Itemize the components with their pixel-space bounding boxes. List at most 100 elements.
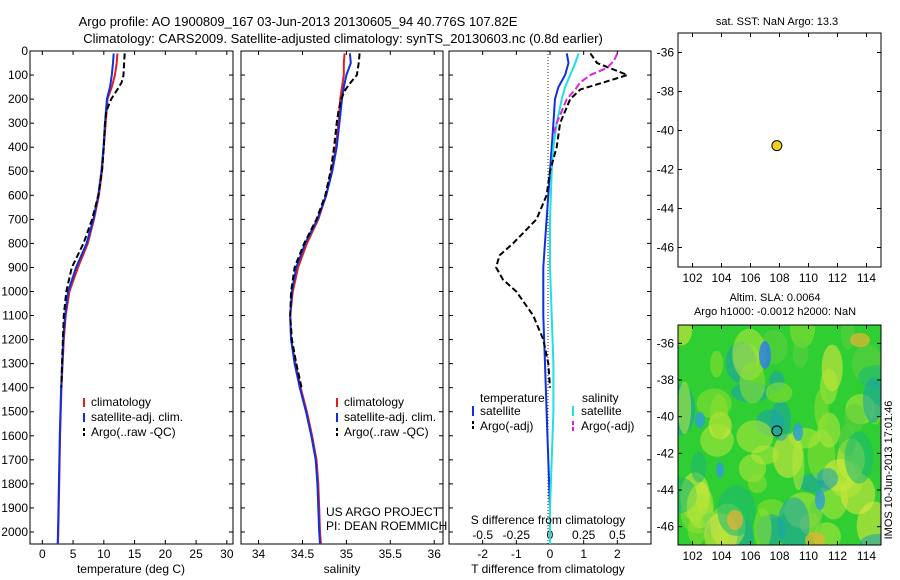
sla-heatmap-cell <box>695 412 705 428</box>
legend-label-satellite: satellite-adj. clim. <box>91 410 183 424</box>
y-tick-label: 1900 <box>1 501 28 515</box>
sla-heatmap-cell <box>814 388 829 430</box>
temperature-series <box>56 53 126 545</box>
x-tick-label: 110 <box>799 549 818 563</box>
y-tick-label: 1200 <box>1 333 28 347</box>
x-tick-label: 35 <box>340 547 354 561</box>
difference-axes-frame <box>448 50 652 545</box>
sla-heatmap-cell <box>709 393 729 440</box>
sst-map-points <box>771 140 783 152</box>
y-tick-label: 1400 <box>1 381 28 395</box>
x-tick-label: 102 <box>682 271 702 285</box>
sla-heatmap-cell <box>792 439 805 491</box>
x-tick-label: 114 <box>857 271 876 285</box>
salinity-x-label: salinity <box>324 562 361 576</box>
x-tick-label: 5 <box>70 547 77 561</box>
sla-heatmap-cell <box>815 490 825 510</box>
salinity-x-axis: 34 34.5 35 35.5 36 <box>241 50 443 561</box>
sla-map-title-line1: Altim. SLA: 0.0064 <box>729 292 820 304</box>
legend-label-argo: Argo(..raw -QC) <box>91 425 176 439</box>
sla-heatmap-cell <box>805 532 825 545</box>
y-tick-label: -46 <box>657 520 675 534</box>
x-tick-label: 36 <box>428 547 442 561</box>
y-tick-label: -38 <box>657 85 675 99</box>
legend-label-t-argo: Argo(-adj) <box>480 419 533 433</box>
difference-legend: temperature salinity satellite Argo(-adj… <box>472 391 634 433</box>
y-tick-label: 200 <box>8 92 28 106</box>
sla-heatmap-cell <box>678 381 692 435</box>
legend-label-s-satellite: satellite <box>581 404 622 418</box>
sla-heatmap-cell <box>736 420 774 454</box>
sla-heatmap-cell <box>793 423 803 441</box>
series-line-sal_argo <box>552 52 619 136</box>
sst-map-title: sat. SST: NaN Argo: 13.3 <box>716 16 838 28</box>
y-tick-label: 1500 <box>1 405 28 419</box>
legend-label-t-satellite: satellite <box>480 404 521 418</box>
top-tick-label: -0.25 <box>503 528 531 542</box>
x-tick-label: 25 <box>189 547 203 561</box>
y-tick-label: -40 <box>657 410 675 424</box>
sla-heatmap-cell <box>691 451 707 483</box>
y-tick-label: 400 <box>8 140 28 154</box>
salinity-series <box>289 53 361 545</box>
temperature-x-axis: 0 5 10 15 20 25 30 <box>39 51 234 561</box>
sla-map-points <box>771 425 783 437</box>
sla-heatmap-cell <box>792 338 809 368</box>
y-tick-label: 500 <box>8 164 28 178</box>
x-tick-label: 34.5 <box>291 547 315 561</box>
sla-heatmap-cell <box>850 333 870 347</box>
sla-heatmap-cell <box>844 403 866 432</box>
legend-label-argo: Argo(..raw -QC) <box>344 425 429 439</box>
y-tick-label: 1600 <box>1 429 28 443</box>
sla-heatmap-cell <box>759 341 771 369</box>
sla-heatmap-cell <box>753 508 772 545</box>
y-tick-label: -36 <box>657 46 675 60</box>
salinity-panel: 34 34.5 35 35.5 36 salinity climatology sate… <box>240 50 447 576</box>
x-tick-label: 0 <box>39 547 46 561</box>
y-tick-label: 800 <box>8 236 28 250</box>
sla-heatmap-cell <box>859 533 881 545</box>
sla-heatmap-cell <box>710 350 724 378</box>
sla-heatmap-cell <box>751 445 779 465</box>
y-tick-label: -36 <box>657 336 675 350</box>
credit-line1: US ARGO PROJECT <box>326 505 441 519</box>
y-tick-label: 1800 <box>1 477 28 491</box>
x-tick-label: 20 <box>159 547 173 561</box>
sst-map-axes: 102 104 106 108 110 112 114 -36 -38 -40 -42 -44 -46 <box>657 33 881 285</box>
y-tick-label: 1700 <box>1 453 28 467</box>
x-tick-label: 104 <box>711 271 731 285</box>
x-tick-label: 34 <box>252 547 266 561</box>
difference-top-label: S difference from climatology <box>471 513 626 527</box>
y-tick-label: 1100 <box>2 309 28 323</box>
legend-title-temperature: temperature <box>480 391 545 405</box>
sla-heatmap-cell <box>678 325 693 346</box>
top-tick-label: 0.5 <box>609 528 626 542</box>
temperature-panel: 0100200300400500600700800900100011001200… <box>1 44 234 576</box>
credit-line2: PI: DEAN ROEMMICH <box>326 519 447 533</box>
temperature-axes-frame <box>29 50 234 545</box>
sla-heatmap-cell <box>716 462 724 478</box>
series-line-argo <box>60 53 126 388</box>
side-stamp: IMOS 10-Jun-2013 17:01:46 <box>883 401 895 540</box>
sla-heatmap-cell <box>844 431 874 484</box>
sla-heatmap-cell <box>862 377 881 423</box>
y-tick-label: -44 <box>657 483 675 497</box>
sla-heatmap-cell <box>816 468 839 489</box>
y-tick-label: -44 <box>657 202 675 216</box>
legend-label-climatology: climatology <box>91 395 151 409</box>
sla-heatmap-cell <box>765 382 793 403</box>
y-tick-label: 1300 <box>1 357 28 371</box>
x-tick-label: -2 <box>477 547 488 561</box>
legend-label-satellite: satellite-adj. clim. <box>344 410 436 424</box>
top-tick-label: 0.25 <box>572 528 596 542</box>
y-tick-label: -46 <box>657 241 675 255</box>
figure-title-line1: Argo profile: AO 1900809_167 03-Jun-2013… <box>79 14 518 29</box>
y-tick-label: 600 <box>8 188 28 202</box>
x-tick-label: 10 <box>97 547 111 561</box>
y-tick-label: 100 <box>8 68 28 82</box>
float-position-marker <box>771 140 783 152</box>
series-line-satellite <box>56 53 115 545</box>
top-tick-label: -0.5 <box>472 528 493 542</box>
y-tick-label: -40 <box>657 124 675 138</box>
sla-map-axes: 102 104 106 108 110 112 114 -36 -38 -40 -42 -44 -46 <box>657 325 881 563</box>
